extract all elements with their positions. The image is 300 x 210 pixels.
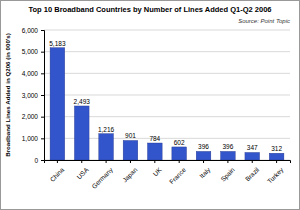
y-tick: 2,000 bbox=[22, 113, 44, 120]
x-tick: Japan bbox=[121, 160, 139, 184]
y-tick-label: 6,000 bbox=[22, 27, 39, 34]
bar bbox=[99, 134, 114, 160]
bar bbox=[148, 143, 163, 160]
bar bbox=[123, 140, 138, 160]
x-tick-mark bbox=[130, 160, 131, 163]
x-tick-label: Brazil bbox=[244, 166, 261, 183]
x-tick-mark bbox=[276, 160, 277, 163]
grid-line bbox=[44, 95, 290, 96]
y-tick-mark bbox=[41, 95, 44, 96]
x-tick: Italy bbox=[198, 160, 213, 180]
y-tick: 6,000 bbox=[22, 27, 44, 34]
y-tick-mark bbox=[41, 52, 44, 53]
x-tick-label: Spain bbox=[219, 166, 237, 184]
data-label: 396 bbox=[222, 143, 233, 150]
grid bbox=[44, 30, 290, 160]
x-tick: Germany bbox=[90, 160, 115, 191]
y-tick-mark bbox=[41, 117, 44, 118]
x-tick-label: USA bbox=[75, 166, 90, 181]
x-tick-mark bbox=[81, 160, 82, 163]
data-labels: 5,183 2,493 1,216 901 784 602 396 396 347 312 bbox=[49, 40, 282, 153]
data-label: 396 bbox=[198, 143, 209, 150]
y-axis-line bbox=[41, 31, 45, 161]
x-tick: Spain bbox=[219, 160, 237, 183]
chart-border bbox=[1, 1, 300, 210]
x-tick: Turkey bbox=[266, 160, 286, 186]
x-tick-mark bbox=[57, 160, 58, 163]
x-tick-label: France bbox=[168, 166, 188, 186]
x-tick: UK bbox=[151, 160, 163, 177]
y-tick: 0 bbox=[34, 157, 44, 164]
data-label: 602 bbox=[174, 139, 185, 146]
y-axis: 0 1,000 2,000 3,000 4,000 5,000 6,000 bbox=[22, 27, 45, 164]
y-tick: 4,000 bbox=[22, 70, 44, 77]
bars bbox=[50, 48, 284, 160]
y-tick-label: 3,000 bbox=[22, 92, 39, 99]
y-tick: 1,000 bbox=[22, 135, 44, 142]
y-tick-label: 4,000 bbox=[22, 70, 39, 77]
bar bbox=[50, 48, 65, 160]
data-label: 1,216 bbox=[98, 126, 115, 133]
data-label: 312 bbox=[271, 145, 282, 152]
x-tick: France bbox=[168, 160, 188, 185]
x-tick-mark bbox=[227, 160, 228, 163]
x-tick-label: China bbox=[48, 166, 65, 183]
x-tick: Brazil bbox=[244, 160, 261, 182]
x-tick: China bbox=[48, 160, 65, 183]
grid-line bbox=[44, 73, 290, 74]
y-tick-mark bbox=[41, 30, 44, 31]
bar bbox=[196, 151, 211, 160]
x-tick-label: UK bbox=[151, 166, 163, 178]
x-tick-mark bbox=[154, 160, 155, 163]
y-tick: 3,000 bbox=[22, 92, 44, 99]
x-tick-label: Italy bbox=[198, 165, 213, 180]
y-tick-mark bbox=[41, 73, 44, 74]
data-label: 5,183 bbox=[49, 40, 66, 47]
x-axis-line bbox=[45, 161, 291, 164]
x-tick-mark bbox=[252, 160, 253, 163]
bar bbox=[221, 151, 236, 160]
x-tick-label: Germany bbox=[90, 165, 115, 190]
grid-line bbox=[44, 30, 290, 31]
grid-line bbox=[44, 51, 290, 52]
y-tick-label: 0 bbox=[34, 157, 38, 164]
x-tick: USA bbox=[75, 160, 90, 180]
data-label: 347 bbox=[247, 144, 258, 151]
bar bbox=[74, 106, 89, 160]
x-tick-mark bbox=[203, 160, 204, 163]
y-tick-mark bbox=[41, 138, 44, 139]
y-axis-title: Broadband Lines Added in Q206 (in 000's) bbox=[4, 33, 11, 157]
y-tick-label: 1,000 bbox=[22, 135, 39, 142]
data-label: 901 bbox=[125, 132, 136, 139]
bar bbox=[245, 152, 260, 160]
x-tick-label: Turkey bbox=[266, 165, 286, 185]
y-tick: 5,000 bbox=[22, 48, 44, 55]
data-label: 784 bbox=[149, 135, 160, 142]
x-tick-label: Japan bbox=[121, 166, 139, 184]
x-axis: China USAGermany Japan UK France Italy Spain Br… bbox=[45, 160, 291, 191]
x-tick-mark bbox=[106, 160, 107, 163]
bar bbox=[269, 153, 284, 160]
y-tick-label: 2,000 bbox=[22, 113, 39, 120]
y-tick-mark bbox=[41, 160, 44, 161]
y-tick-label: 5,000 bbox=[22, 48, 39, 55]
chart: Top 10 Broadband Countries by Number of … bbox=[0, 0, 300, 210]
data-label: 2,493 bbox=[74, 98, 91, 105]
x-tick-mark bbox=[179, 160, 180, 163]
subtitle: Source: Point Topic bbox=[238, 18, 290, 24]
title: Top 10 Broadband Countries by Number of … bbox=[29, 5, 272, 14]
bar bbox=[172, 147, 187, 160]
plot: 5,183 2,493 1,216 901 784 602 396 396 347 312 0 1,0… bbox=[22, 27, 291, 191]
